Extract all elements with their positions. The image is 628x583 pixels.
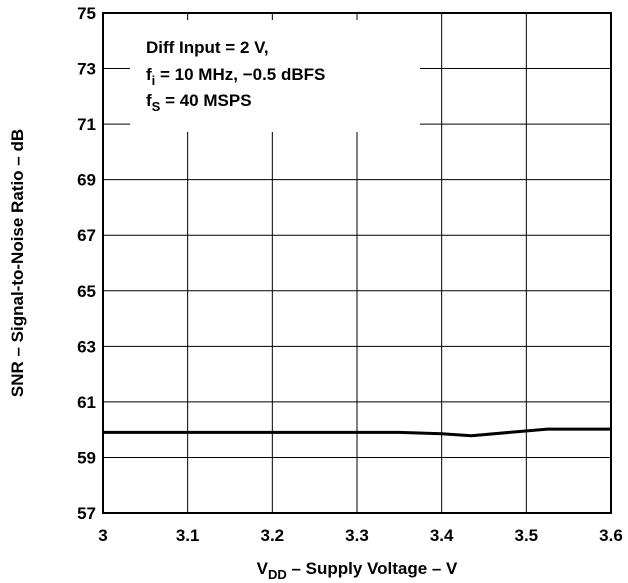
x-axis-label: VDD – Supply Voltage – V [257,559,458,582]
y-tick-label: 69 [77,171,96,190]
y-axis-label: SNR – Signal-to-Noise Ratio – dB [8,129,27,397]
x-tick-label: 3.2 [261,526,285,545]
y-tick-label: 67 [77,226,96,245]
annotation-line-3: fS = 40 MSPS [146,91,252,114]
x-tick-label: 3.6 [599,526,623,545]
x-tick-label: 3 [98,526,107,545]
y-tick-labels: 75 73 71 69 67 65 63 61 59 57 [77,4,96,523]
y-tick-label: 65 [77,282,96,301]
x-tick-label: 3.1 [176,526,200,545]
y-tick-label: 73 [77,60,96,79]
x-tick-label: 3.5 [515,526,539,545]
series-layer [103,427,611,438]
x-tick-label: 3.3 [345,526,369,545]
y-tick-label: 75 [77,4,96,23]
x-tick-label: 3.4 [430,526,454,545]
annotation-box [130,20,420,132]
x-tick-labels: 3 3.1 3.2 3.3 3.4 3.5 3.6 [98,526,623,545]
y-tick-label: 63 [77,337,96,356]
annotation-line-2: fi = 10 MHz, −0.5 dBFS [146,65,325,88]
y-tick-label: 71 [77,115,96,134]
y-tick-label: 59 [77,448,96,467]
y-tick-label: 61 [77,393,96,412]
plot-frame [102,12,612,514]
annotation-line-1: Diff Input = 2 V, [146,38,269,57]
snr-series-line [103,427,611,438]
y-tick-label: 57 [77,504,96,523]
